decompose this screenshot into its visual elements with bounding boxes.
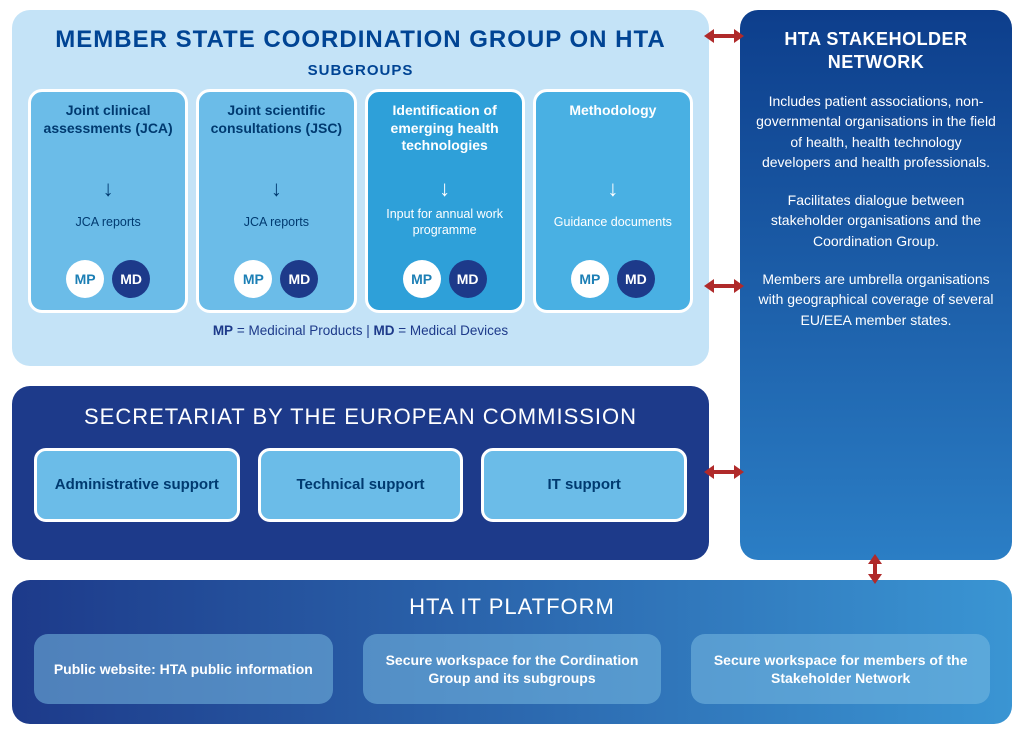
subgroup-title: Joint clinical assessments (JCA)	[37, 102, 179, 174]
badge-row: MP MD	[571, 260, 655, 298]
subgroup-jca: Joint clinical assessments (JCA) ↓ JCA r…	[28, 89, 188, 313]
arrow-down-icon: ↓	[607, 176, 618, 202]
legend-md-abbr: MD	[374, 323, 395, 338]
badge-row: MP MD	[66, 260, 150, 298]
arrow-down-icon: ↓	[439, 176, 450, 202]
secretariat-panel: SECRETARIAT BY THE EUROPEAN COMMISSION A…	[12, 386, 709, 560]
sec-admin: Administrative support	[34, 448, 240, 522]
subgroup-jsc: Joint scientific consultations (JSC) ↓ J…	[196, 89, 356, 313]
arrow-down-icon: ↓	[271, 176, 282, 202]
md-badge: MD	[280, 260, 318, 298]
connector-arrow-icon	[712, 34, 736, 38]
plat-public: Public website: HTA public information	[34, 634, 333, 704]
subgroup-title: Identification of emerging health techno…	[374, 102, 516, 174]
legend-mp-def: = Medicinal Products |	[233, 323, 373, 338]
subgroup-title: Methodology	[565, 102, 660, 174]
mp-badge: MP	[571, 260, 609, 298]
member-state-title: MEMBER STATE COORDINATION GROUP ON HTA	[26, 26, 695, 54]
sec-it: IT support	[481, 448, 687, 522]
connector-arrow-icon	[712, 470, 736, 474]
stakeholder-panel: HTA STAKEHOLDER NETWORK Includes patient…	[740, 10, 1012, 560]
mp-badge: MP	[66, 260, 104, 298]
arrow-down-icon: ↓	[103, 176, 114, 202]
platform-row: Public website: HTA public information S…	[34, 634, 990, 704]
subgroup-output: Input for annual work programme	[374, 206, 516, 240]
plat-secure-group: Secure workspace for the Cordination Gro…	[363, 634, 662, 704]
stakeholder-p3: Members are umbrella organisations with …	[756, 269, 996, 330]
mp-badge: MP	[403, 260, 441, 298]
legend-md-def: = Medical Devices	[395, 323, 509, 338]
subgroup-title: Joint scientific consultations (JSC)	[205, 102, 347, 174]
subgroups-label: SUBGROUPS	[26, 62, 695, 79]
legend-mp-abbr: MP	[213, 323, 233, 338]
subgroup-output: JCA reports	[71, 206, 144, 240]
plat-secure-network: Secure workspace for members of the Stak…	[691, 634, 990, 704]
sec-tech: Technical support	[258, 448, 464, 522]
mp-badge: MP	[234, 260, 272, 298]
subgroup-emerging: Identification of emerging health techno…	[365, 89, 525, 313]
subgroup-methodology: Methodology ↓ Guidance documents MP MD	[533, 89, 693, 313]
platform-panel: HTA IT PLATFORM Public website: HTA publ…	[12, 580, 1012, 724]
stakeholder-p1: Includes patient associations, non-gover…	[756, 91, 996, 172]
subgroup-output: JCA reports	[240, 206, 313, 240]
md-badge: MD	[617, 260, 655, 298]
connector-arrow-icon	[712, 284, 736, 288]
md-badge: MD	[449, 260, 487, 298]
stakeholder-p2: Facilitates dialogue between stakeholder…	[756, 190, 996, 251]
badge-legend: MP = Medicinal Products | MD = Medical D…	[26, 323, 695, 338]
subgroup-output: Guidance documents	[550, 206, 676, 240]
stakeholder-title: HTA STAKEHOLDER NETWORK	[756, 28, 996, 73]
secretariat-title: SECRETARIAT BY THE EUROPEAN COMMISSION	[28, 404, 693, 430]
badge-row: MP MD	[234, 260, 318, 298]
subgroups-row: Joint clinical assessments (JCA) ↓ JCA r…	[26, 89, 695, 313]
member-state-panel: MEMBER STATE COORDINATION GROUP ON HTA S…	[12, 10, 709, 366]
platform-title: HTA IT PLATFORM	[34, 594, 990, 620]
badge-row: MP MD	[403, 260, 487, 298]
connector-arrow-icon	[873, 562, 877, 576]
secretariat-row: Administrative support Technical support…	[28, 448, 693, 522]
md-badge: MD	[112, 260, 150, 298]
